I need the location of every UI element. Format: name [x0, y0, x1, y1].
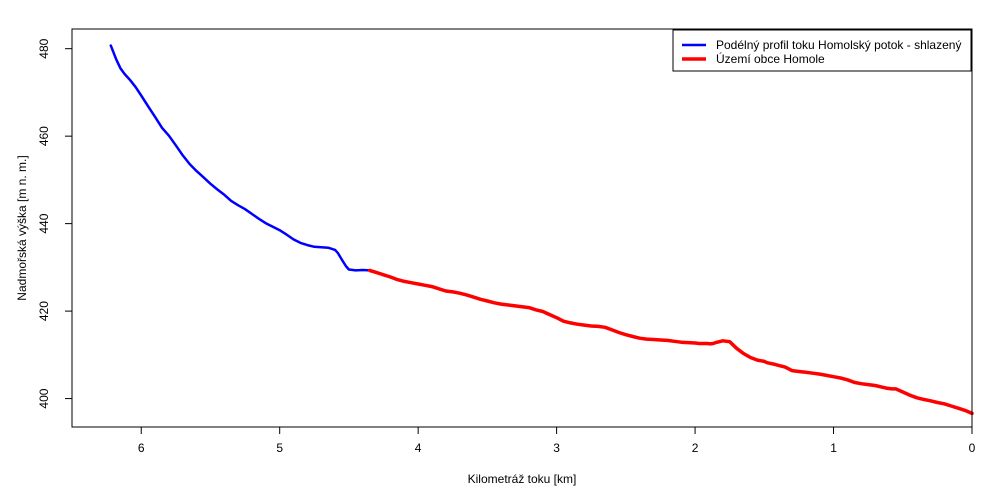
x-tick-label: 5 [276, 441, 283, 455]
legend: Podélný profil toku Homolský potok - shl… [672, 29, 972, 72]
y-axis-label: Nadmořská výška [m n. m.] [15, 155, 29, 300]
y-tick-label: 400 [37, 388, 51, 408]
x-tick-label: 4 [415, 441, 422, 455]
series-lines [109, 44, 974, 416]
y-tick-label: 460 [37, 126, 51, 146]
plot-frame [71, 28, 973, 428]
legend-box [672, 29, 972, 72]
x-axis-label: Kilometráž toku [km] [468, 472, 577, 486]
y-tick-label: 480 [37, 38, 51, 58]
x-tick-label: 6 [138, 441, 145, 455]
x-tick-label: 3 [553, 441, 560, 455]
y-tick-label: 420 [37, 301, 51, 321]
x-tick-label: 0 [969, 441, 976, 455]
x-tick-label: 2 [692, 441, 699, 455]
legend-label-profile: Podélný profil toku Homolský potok - shl… [716, 38, 961, 52]
series-line-municipality [367, 268, 974, 416]
legend-label-municipality: Území obce Homole [716, 51, 825, 66]
series-line-profile [109, 44, 371, 272]
x-axis-ticks: 6 5 4 3 2 1 0 [138, 427, 976, 455]
x-tick-label: 1 [830, 441, 837, 455]
y-tick-label: 440 [37, 213, 51, 233]
y-axis-ticks: 400 420 440 460 480 [37, 38, 72, 409]
